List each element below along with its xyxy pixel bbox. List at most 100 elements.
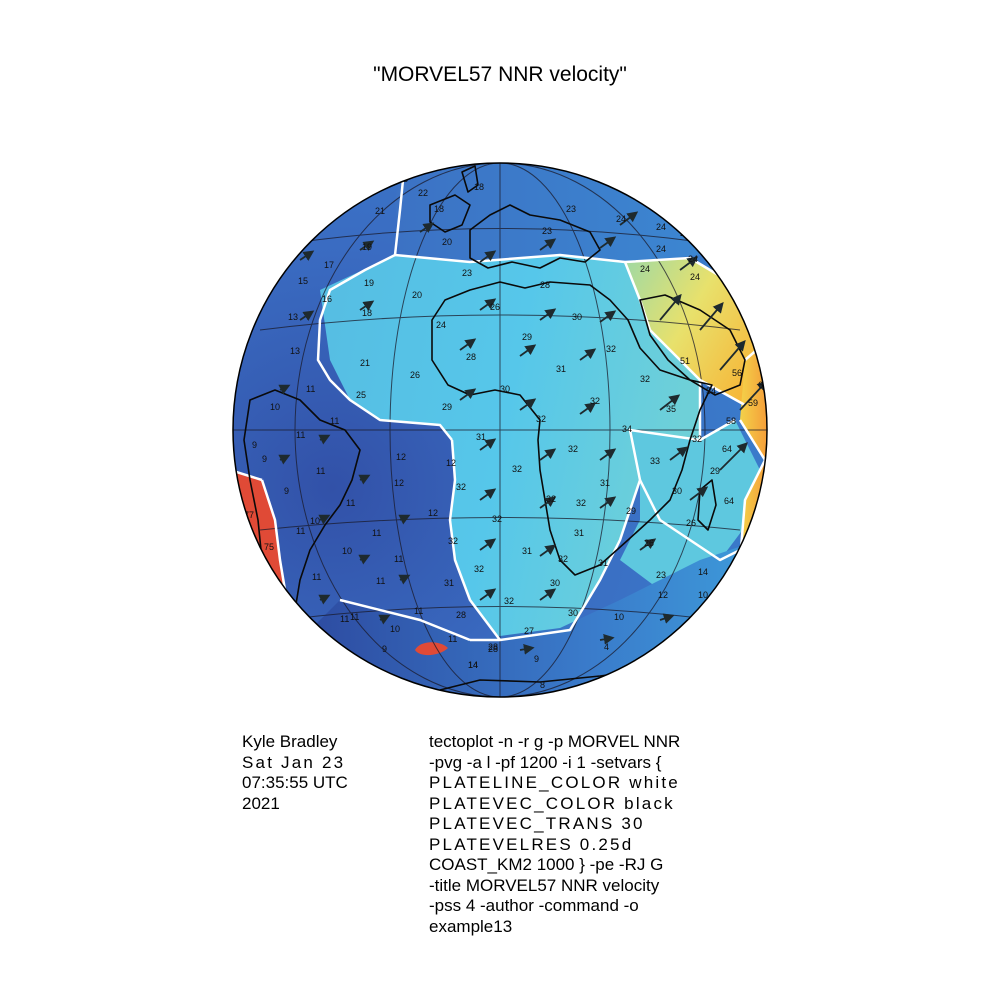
velocity-label: 17 bbox=[324, 260, 334, 270]
velocity-label: 10 bbox=[390, 624, 400, 634]
velocity-label: 26 bbox=[686, 518, 696, 528]
author-name: Kyle Bradley bbox=[242, 732, 338, 751]
velocity-label: 28 bbox=[488, 642, 498, 652]
velocity-label: 11 bbox=[296, 430, 305, 440]
velocity-label: 26 bbox=[410, 370, 420, 380]
velocity-label: 23 bbox=[542, 226, 552, 236]
velocity-label: 28 bbox=[540, 280, 550, 290]
velocity-label: 32 bbox=[474, 564, 484, 574]
velocity-label: 31 bbox=[444, 578, 454, 588]
velocity-label: 32 bbox=[492, 514, 502, 524]
velocity-label: 30 bbox=[550, 578, 560, 588]
velocity-label: 14 bbox=[468, 660, 478, 670]
velocity-label: 32 bbox=[640, 374, 650, 384]
command-line: -title MORVEL57 NNR velocity bbox=[429, 875, 660, 895]
author-block: Kyle Bradley Sat Jan 23 07:35:55 UTC 202… bbox=[242, 732, 402, 814]
command-block: tectoplot -n -r g -p MORVEL NNR -pvg -a … bbox=[429, 732, 719, 937]
east-edge-plate bbox=[740, 330, 767, 560]
velocity-label: 18 bbox=[362, 308, 372, 318]
velocity-label: 9 bbox=[252, 440, 257, 450]
velocity-label: 16 bbox=[322, 294, 332, 304]
velocity-label: 10 bbox=[270, 402, 280, 412]
scotia-red-patch bbox=[415, 642, 448, 656]
velocity-label: 21 bbox=[375, 206, 385, 216]
velocity-label: 20 bbox=[442, 237, 452, 247]
velocity-label: 24 bbox=[656, 244, 666, 254]
velocity-label: 24 bbox=[656, 222, 666, 232]
velocity-label: 11 bbox=[394, 554, 403, 564]
velocity-label: 12 bbox=[446, 458, 456, 468]
map-title: "MORVEL57 NNR velocity" bbox=[373, 63, 627, 86]
velocity-label: 28 bbox=[466, 352, 476, 362]
velocity-label: 12 bbox=[428, 508, 438, 518]
command-line: tectoplot -n -r g -p MORVEL NNR bbox=[429, 732, 681, 751]
velocity-label: 25 bbox=[356, 390, 366, 400]
velocity-label: 64 bbox=[724, 496, 734, 506]
velocity-label: 56 bbox=[732, 368, 742, 378]
madagascar-coastline bbox=[697, 479, 717, 531]
command-line: PLATEVEC_COLOR black bbox=[429, 793, 675, 813]
velocity-label: 34 bbox=[622, 424, 632, 434]
velocity-label: 24 bbox=[616, 214, 626, 224]
velocity-label: 10 bbox=[614, 612, 624, 622]
velocity-label: 77 bbox=[244, 510, 254, 520]
velocity-label: 13 bbox=[288, 312, 298, 322]
velocity-label: 26 bbox=[490, 302, 500, 312]
velocity-label: 4 bbox=[604, 642, 609, 652]
command-line: -pvg -a l -pf 1200 -i 1 -setvars { bbox=[429, 752, 662, 772]
velocity-label: 54 bbox=[706, 386, 716, 396]
velocity-label: 31 bbox=[476, 432, 486, 442]
velocity-label: 29 bbox=[442, 402, 452, 412]
velocity-label: 24 bbox=[640, 264, 650, 274]
velocity-label: 31 bbox=[556, 364, 566, 374]
author-date: Sat Jan 23 bbox=[242, 752, 346, 772]
iberia-coastline bbox=[429, 194, 471, 233]
velocity-label: 32 bbox=[568, 444, 578, 454]
velocity-label: 27 bbox=[524, 626, 534, 636]
velocity-label: 30 bbox=[500, 384, 510, 394]
velocity-label: 30 bbox=[572, 312, 582, 322]
velocity-label: 18 bbox=[434, 204, 444, 214]
velocity-label: 24 bbox=[688, 254, 698, 264]
velocity-label: 20 bbox=[412, 290, 422, 300]
velocity-label: 11 bbox=[350, 612, 359, 622]
velocity-label: 23 bbox=[656, 570, 666, 580]
velocity-label: 58 bbox=[726, 416, 736, 426]
velocity-label: 30 bbox=[568, 608, 578, 618]
velocity-label: 11 bbox=[316, 466, 325, 476]
velocity-label: 29 bbox=[710, 466, 720, 476]
velocity-label: 10 bbox=[310, 516, 320, 526]
velocity-label: 35 bbox=[666, 404, 676, 414]
velocity-label: 11 bbox=[372, 528, 381, 538]
velocity-label: 12 bbox=[396, 452, 406, 462]
velocity-label: 9 bbox=[262, 454, 267, 464]
velocity-label: 51 bbox=[680, 356, 690, 366]
velocity-label: 31 bbox=[600, 478, 610, 488]
arabia-coastline bbox=[639, 294, 746, 396]
globe-body: 23 22 18 21 18 19 20 17 15 16 18 13 23 2… bbox=[233, 163, 767, 697]
velocity-label: 32 bbox=[692, 434, 702, 444]
velocity-label: 14 bbox=[468, 660, 478, 670]
velocity-label: 32 bbox=[558, 554, 568, 564]
velocity-label: 11 bbox=[312, 572, 321, 582]
velocity-label: 64 bbox=[722, 444, 732, 454]
velocity-label: 32 bbox=[576, 498, 586, 508]
velocity-label: 31 bbox=[522, 546, 532, 556]
velocity-label: 11 bbox=[330, 416, 339, 426]
britain-coastline bbox=[461, 165, 479, 193]
velocity-label: 8 bbox=[540, 680, 545, 690]
velocity-label: 11 bbox=[340, 614, 349, 624]
command-line: -pss 4 -author -command -o bbox=[429, 896, 639, 915]
velocity-label: 11 bbox=[306, 384, 315, 394]
velocity-label: 30 bbox=[672, 486, 682, 496]
velocity-label: 59 bbox=[748, 398, 758, 408]
europe-coastline bbox=[469, 204, 601, 269]
velocity-label: 18 bbox=[474, 182, 484, 192]
command-line: PLATEVEC_TRANS 30 bbox=[429, 814, 645, 833]
velocity-label: 31 bbox=[598, 558, 608, 568]
south-america-coastline bbox=[243, 389, 361, 661]
velocity-label: 12 bbox=[658, 590, 668, 600]
velocity-label: 32 bbox=[448, 536, 458, 546]
command-line: example13 bbox=[429, 916, 513, 936]
velocity-label: 26 bbox=[644, 538, 654, 548]
